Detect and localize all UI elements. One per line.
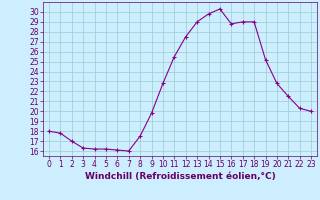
- X-axis label: Windchill (Refroidissement éolien,°C): Windchill (Refroidissement éolien,°C): [84, 172, 276, 181]
